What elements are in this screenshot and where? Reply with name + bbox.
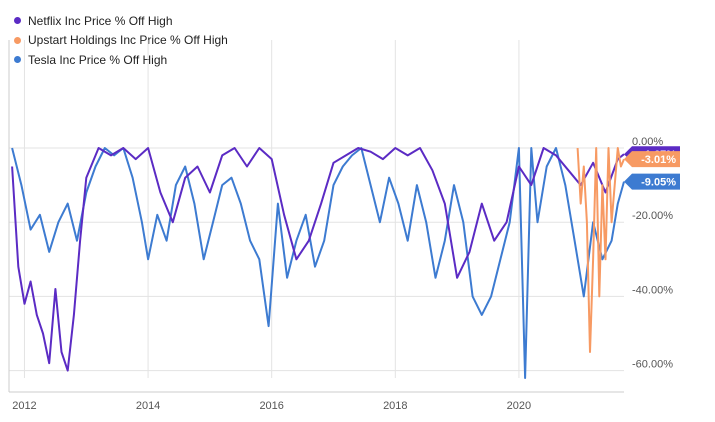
series-line-upstart [576,147,625,353]
y-tick-label: -60.00% [632,359,673,371]
legend-label-upstart: Upstart Holdings Inc Price % Off High [28,33,228,48]
legend-marker-tesla [14,56,21,64]
series-line-netflix [11,147,625,372]
x-tick-label: 2020 [507,400,531,412]
x-tick-label: 2018 [383,400,407,412]
x-tick-label: 2016 [259,400,283,412]
y-tick-label: -20.00% [632,210,673,222]
x-tick-label: 2012 [12,400,36,412]
legend-item-upstart: Upstart Holdings Inc Price % Off High [14,31,228,51]
value-badge-tesla [624,173,680,190]
value-badge-upstart [624,151,680,168]
y-tick-label: -40.00% [632,284,673,296]
value-label-tesla: -9.05% [641,177,676,189]
series-line-tesla [11,147,625,379]
legend-marker-upstart [14,36,21,44]
legend-marker-netflix [14,17,21,25]
value-label-upstart: -3.01% [641,154,676,166]
legend-item-tesla: Tesla Inc Price % Off High [14,50,228,70]
legend: Netflix Inc Price % Off High Upstart Hol… [14,11,228,70]
legend-item-netflix: Netflix Inc Price % Off High [14,11,228,31]
y-tick-label: 0.00% [632,136,663,148]
legend-label-netflix: Netflix Inc Price % Off High [28,13,173,28]
x-tick-label: 2014 [136,400,160,412]
legend-label-tesla: Tesla Inc Price % Off High [28,52,168,67]
